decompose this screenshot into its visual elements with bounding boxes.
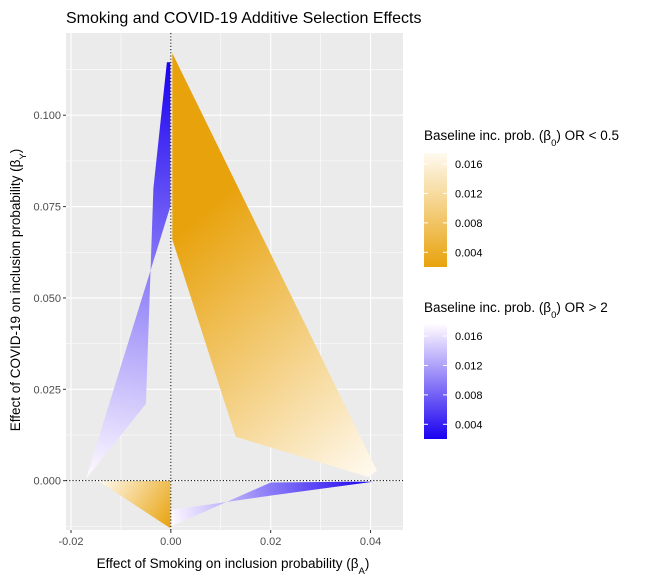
y-axis-title-close: ) (8, 149, 23, 154)
legend-tick-label: 0.008 (455, 390, 483, 402)
legend-tick-label: 0.016 (455, 159, 483, 171)
chart-title: Smoking and COVID-19 Additive Selection … (66, 10, 421, 27)
legend-title-tail: ) OR > 2 (556, 300, 607, 315)
legend-tick-label: 0.008 (455, 218, 483, 230)
legend-title-main: Baseline inc. prob. (β (424, 128, 551, 143)
x-tick-label: -0.02 (58, 536, 83, 548)
x-axis-title-subscript: A (359, 566, 366, 577)
legends: Baseline inc. prob. (β0) OR < 0.50.0160.… (424, 128, 619, 439)
legend-tick-label: 0.004 (455, 247, 483, 259)
x-axis-title: Effect of Smoking on inclusion probabili… (97, 556, 370, 577)
legend-tick-label: 0.012 (455, 188, 483, 200)
x-tick-label: 0.02 (260, 536, 281, 548)
series-2-region-1 (86, 62, 171, 479)
legend-colorbar (424, 325, 447, 439)
legend-colorbar (424, 153, 447, 267)
series-1-region-2 (98, 481, 171, 529)
series-1-region-1 (172, 53, 377, 477)
x-tick-label: 0.00 (160, 536, 181, 548)
x-axis-title-main: Effect of Smoking on inclusion probabili… (97, 556, 359, 571)
legend-title-subscript: 0 (551, 138, 556, 149)
legend-title-main: Baseline inc. prob. (β (424, 300, 551, 315)
y-axis-title-main: Effect of COVID-19 on inclusion probabil… (8, 159, 23, 431)
legend-tick-label: 0.004 (455, 419, 483, 431)
legend-title: Baseline inc. prob. (β0) OR > 2 (424, 300, 608, 321)
legend-title: Baseline inc. prob. (β0) OR < 0.5 (424, 128, 619, 149)
legend-title-subscript: 0 (551, 310, 556, 321)
x-axis-ticks: -0.02 0.00 0.02 0.04 (58, 530, 381, 548)
y-tick-label: 0.100 (33, 110, 61, 122)
data-regions (86, 53, 377, 529)
legend-1: Baseline inc. prob. (β0) OR < 0.5 0.016 0.… (424, 128, 619, 267)
y-axis-title: Effect of COVID-19 on inclusion probabil… (8, 149, 29, 432)
legend-tick-label: 0.012 (455, 360, 483, 372)
legend-2: Baseline inc. prob. (β0) OR > 2 0.016 0.01… (424, 300, 608, 439)
y-tick-label: 0.025 (33, 384, 61, 396)
x-tick-label: 0.04 (360, 536, 381, 548)
series-2-region-2 (171, 481, 373, 527)
legend-tick-label: 0.016 (455, 331, 483, 343)
y-axis-ticks: 0.000 0.025 0.050 0.075 0.100 (33, 110, 66, 488)
y-tick-label: 0.075 (33, 202, 61, 214)
legend-title-tail: ) OR < 0.5 (556, 128, 619, 143)
x-axis-title-close: ) (365, 556, 370, 571)
y-tick-label: 0.000 (33, 476, 61, 488)
y-axis-title-subscript: Y (18, 153, 29, 160)
y-tick-label: 0.050 (33, 293, 61, 305)
